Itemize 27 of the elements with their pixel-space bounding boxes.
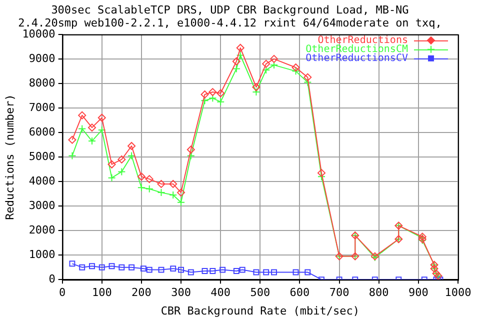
y-tick-label: 1000 [28,248,56,261]
y-tick-label: 3000 [28,198,56,212]
x-axis-title: CBR Background Rate (mbit/sec) [160,304,360,318]
x-tick-label: 500 [250,286,270,300]
x-tick-label: 800 [368,286,389,300]
chart-title: 300sec ScalableTCP DRS, UDP CBR Background Load, MB-NG [51,3,409,16]
x-tick-label: 600 [290,286,310,300]
legend-label: OtherReductionsCV [306,52,408,64]
y-tick-label: 6000 [28,125,56,138]
x-tick-label: 400 [210,286,231,300]
y-tick-label: 0 [48,272,56,286]
y-tick-label: 2000 [28,223,56,236]
chart-subtitle: 2.4.20smp web100-2.2.1, e1000-4.4.12 rxint 64/64moderate on txq, [18,16,442,30]
y-tick-label: 5000 [28,150,56,163]
y-tick-label: 7000 [28,100,56,114]
x-tick-label: 1000 [444,286,472,300]
y-tick-label: 8000 [28,76,56,90]
x-tick-label: 700 [329,286,350,300]
x-tick-label: 0 [59,286,66,300]
x-tick-label: 900 [408,286,428,300]
x-tick-label: 100 [92,286,112,300]
y-tick-label: 9000 [28,52,56,65]
y-tick-label: 4000 [28,174,56,188]
y-tick-label: 10000 [22,27,56,40]
x-tick-label: 200 [132,286,152,300]
y-axis-title: Reductions (number) [3,94,16,220]
x-tick-label: 300 [171,286,191,300]
